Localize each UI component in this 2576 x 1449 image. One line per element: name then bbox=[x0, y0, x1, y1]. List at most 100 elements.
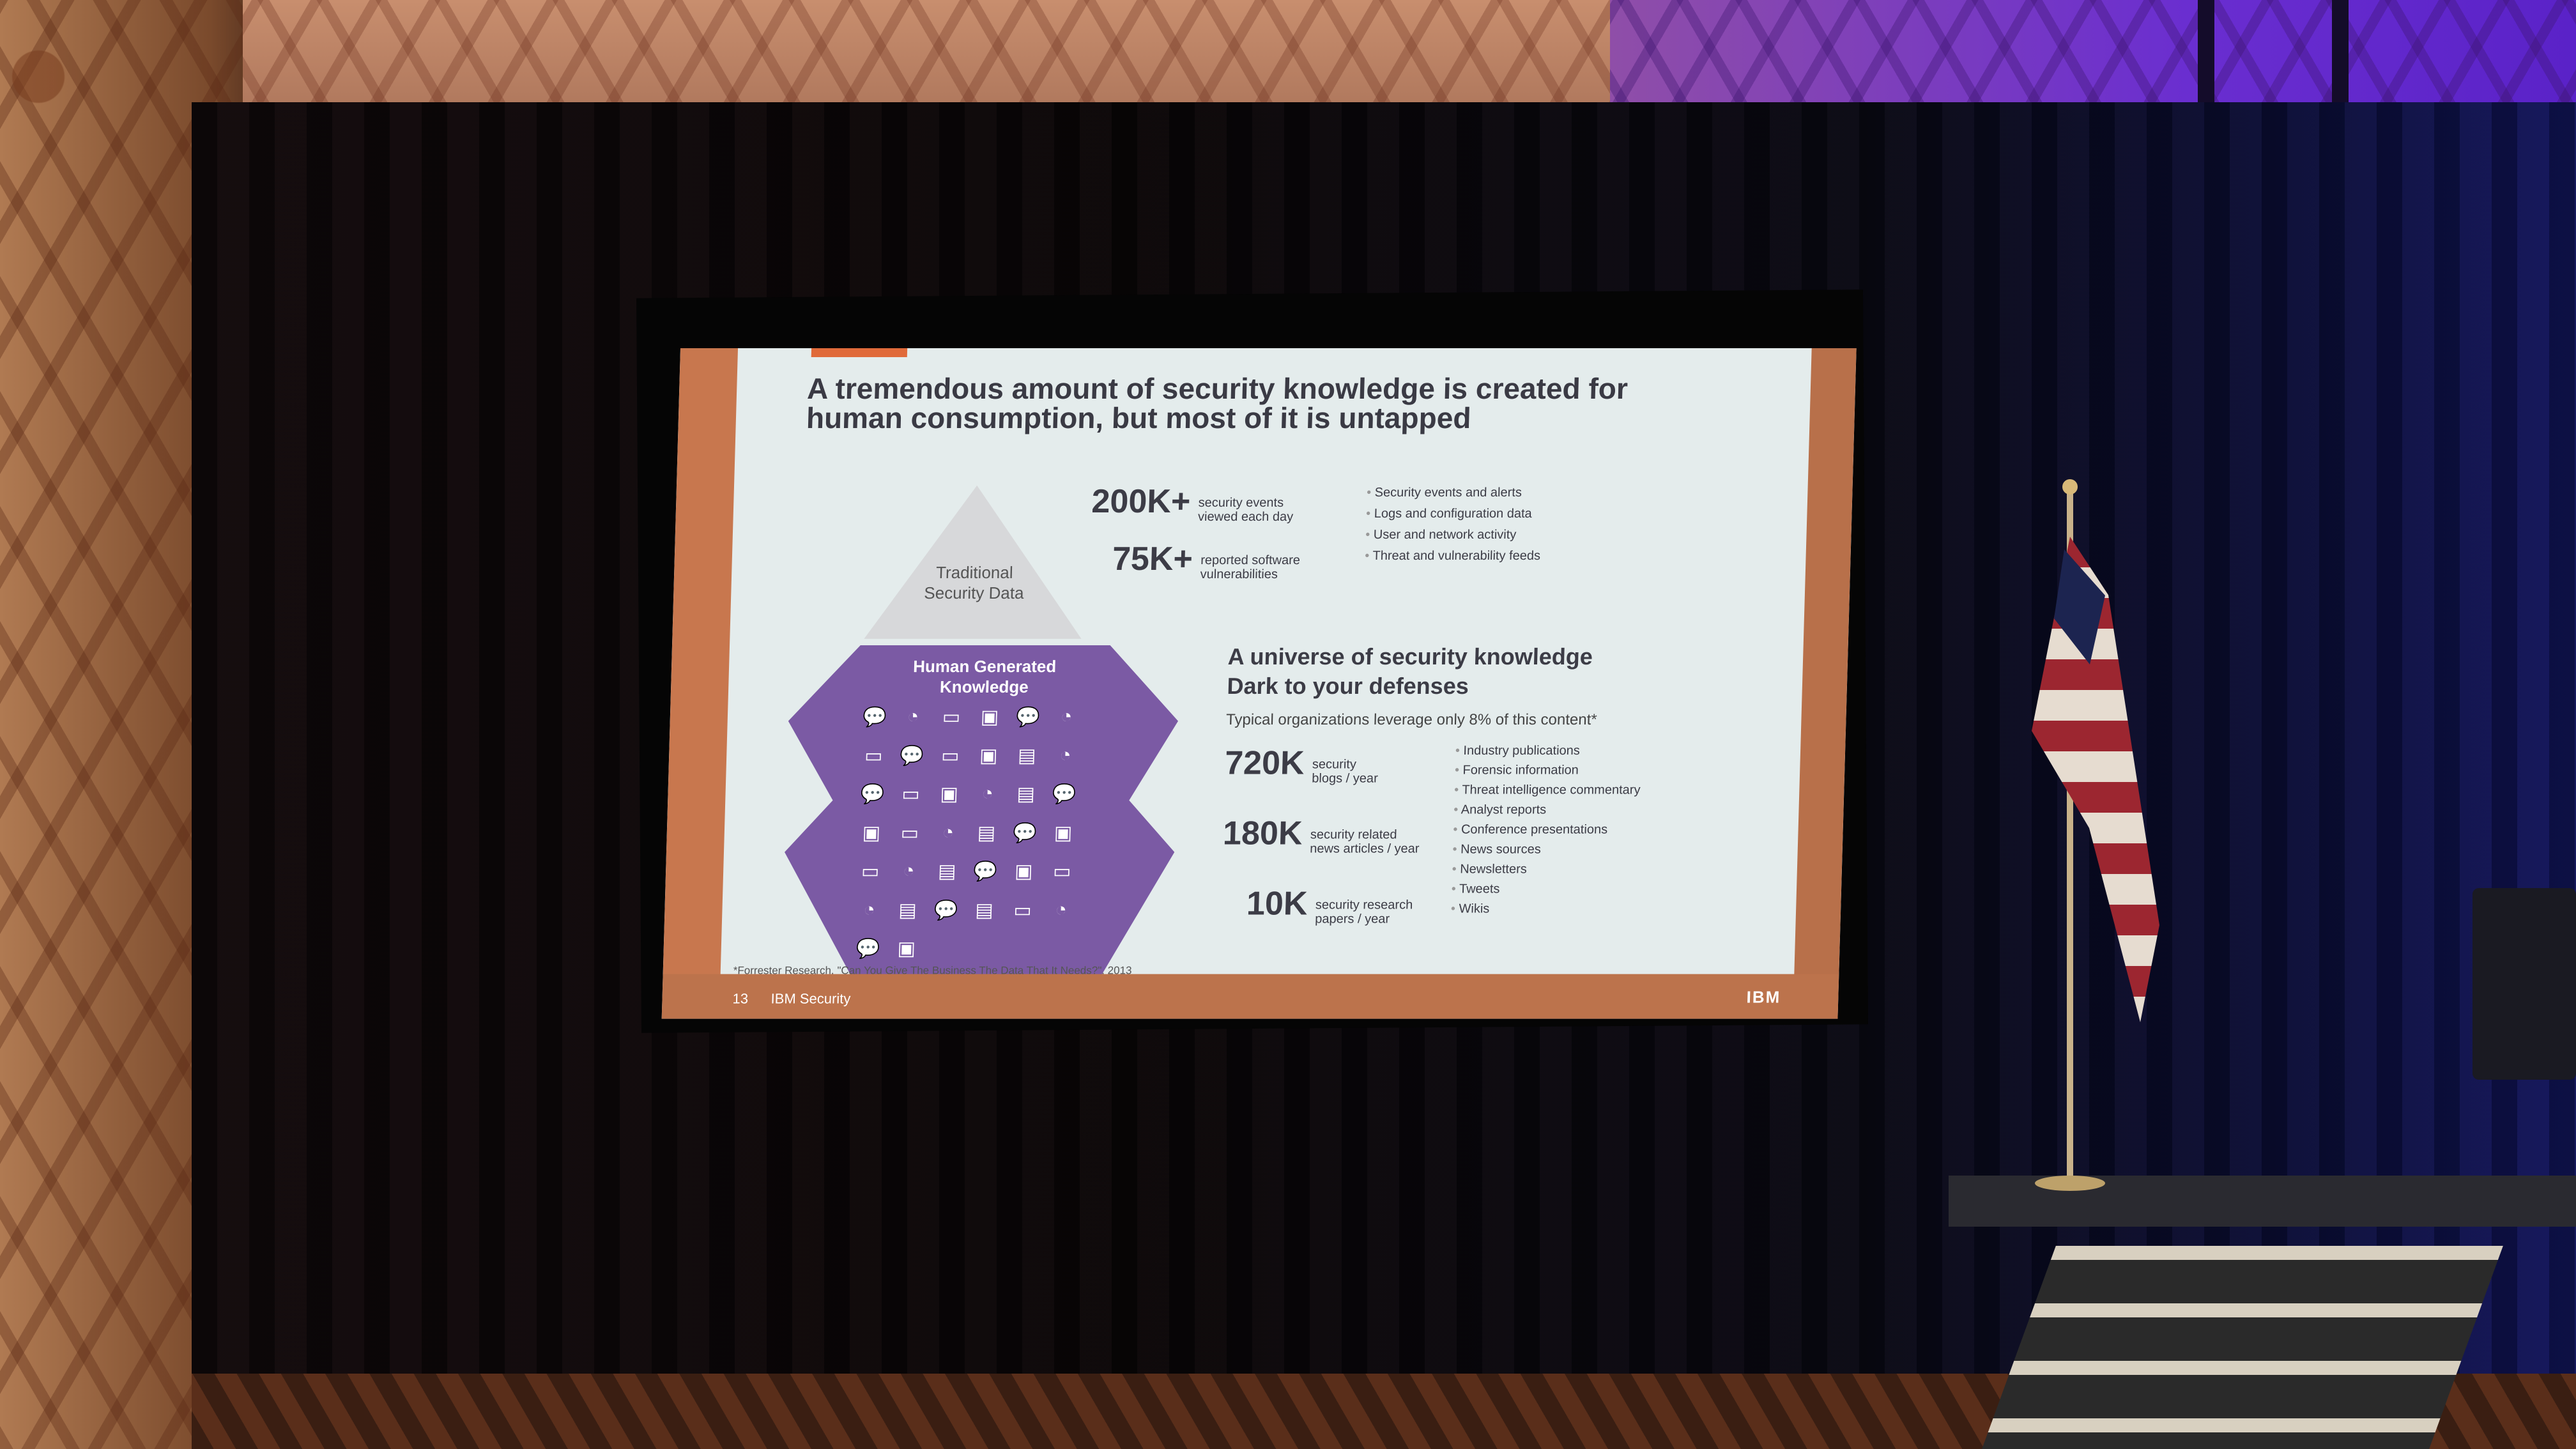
bullet-item: Security events and alerts bbox=[1367, 482, 1543, 503]
bullet-item: Tweets bbox=[1451, 880, 1637, 900]
stat-desc-line-1: security bbox=[1312, 757, 1357, 772]
stat-desc-line-1: security events bbox=[1198, 495, 1284, 510]
flag-stand bbox=[2035, 1176, 2105, 1191]
brand-label: IBM Security bbox=[770, 990, 851, 1007]
subheading-line-2: Dark to your defenses bbox=[1227, 672, 1469, 699]
tip-label-line-2: Security Data bbox=[923, 583, 1024, 602]
base-label-line-2: Knowledge bbox=[939, 677, 1029, 696]
slide-title: A tremendous amount of security knowledg… bbox=[806, 371, 1629, 434]
subheading-line-1: A universe of security knowledge bbox=[1227, 643, 1593, 670]
bullet-item: Industry publications bbox=[1455, 741, 1641, 761]
stat-vulnerabilities: 75K+ reported software vulnerabilities bbox=[1112, 540, 1316, 581]
stat-news-articles: 180K security related news articles / yea… bbox=[1222, 815, 1426, 856]
bullets-traditional: Security events and alerts Logs and conf… bbox=[1365, 482, 1542, 567]
stat-value: 200K+ bbox=[1091, 482, 1192, 520]
folder-icon: ▭ bbox=[861, 861, 880, 882]
page-number: 13 bbox=[732, 990, 749, 1007]
pie-chart-icon: ◔ bbox=[942, 822, 954, 843]
stat-desc-line-1: security related bbox=[1310, 827, 1397, 842]
stat-desc: security blogs / year bbox=[1312, 758, 1427, 786]
image-icon: ▣ bbox=[1054, 822, 1073, 844]
image-icon: ▣ bbox=[940, 783, 959, 805]
stat-desc: security events viewed each day bbox=[1198, 496, 1314, 524]
bullet-item: Conference presentations bbox=[1453, 820, 1639, 840]
tip-label-line-1: Traditional bbox=[935, 562, 1014, 582]
chat-icon: 💬 bbox=[1015, 706, 1041, 728]
stat-value: 75K+ bbox=[1112, 540, 1193, 578]
chair bbox=[2472, 888, 2576, 1080]
iceberg-tip-label: Traditional Security Data bbox=[891, 562, 1058, 603]
document-icon: ▤ bbox=[1017, 745, 1037, 767]
knowledge-icons: 💬 ◔ ▭ ▣ 💬 ◔ ▭ 💬 ▭ ▣ ▤ ◔ 💬 ▭ ▣ ◔ ▤ 💬 ▣ ▭ ◔ ▤ 💬 ▣ ▭ ◔ ▤ 💬 ▣ ▭ ◔ ▤ 💬 ▤ ▭ ◔… bbox=[855, 706, 1112, 968]
chat-icon: 💬 bbox=[855, 939, 880, 960]
ibm-logo: IBM bbox=[1746, 987, 1781, 1007]
stat-blogs: 720K security blogs / year bbox=[1224, 744, 1428, 786]
chat-icon: 💬 bbox=[1012, 822, 1038, 844]
chat-icon: 💬 bbox=[862, 706, 887, 728]
bullet-item: Threat intelligence commentary bbox=[1454, 781, 1641, 801]
chat-icon: 💬 bbox=[860, 783, 885, 805]
flag-pole bbox=[2067, 486, 2073, 1188]
folder-icon: ▭ bbox=[1013, 900, 1032, 921]
chat-icon: 💬 bbox=[973, 861, 998, 882]
pie-chart-icon: ◔ bbox=[981, 783, 994, 804]
stat-desc: security related news articles / year bbox=[1310, 827, 1425, 855]
stat-desc: reported software vulnerabilities bbox=[1200, 553, 1315, 581]
iceberg-base-label: Human Generated Knowledge bbox=[891, 656, 1078, 697]
pie-chart-icon: ◔ bbox=[1059, 744, 1071, 766]
document-icon: ▤ bbox=[937, 861, 956, 882]
bullet-item: Threat and vulnerability feeds bbox=[1365, 546, 1541, 567]
stat-desc-line-1: security research bbox=[1315, 898, 1413, 912]
folder-icon: ▭ bbox=[940, 745, 960, 767]
stat-desc-line-2: papers / year bbox=[1314, 912, 1390, 926]
stat-value: 180K bbox=[1222, 815, 1303, 852]
image-icon: ▣ bbox=[980, 706, 999, 728]
stat-value: 10K bbox=[1246, 885, 1308, 923]
stat-desc: security research papers / year bbox=[1315, 898, 1430, 926]
stat-desc-line-2: blogs / year bbox=[1312, 771, 1379, 786]
pie-chart-icon: ◔ bbox=[1055, 899, 1068, 921]
pie-chart-icon: ◔ bbox=[1060, 705, 1073, 727]
image-icon: ▣ bbox=[1014, 861, 1033, 882]
pie-chart-icon: ◔ bbox=[863, 899, 876, 921]
bullet-item: User and network activity bbox=[1365, 525, 1542, 546]
stat-desc-line-2: viewed each day bbox=[1197, 509, 1294, 524]
bullet-item: Newsletters bbox=[1452, 860, 1638, 880]
caption: Typical organizations leverage only 8% o… bbox=[1225, 710, 1598, 728]
stat-value: 720K bbox=[1224, 744, 1305, 782]
folder-icon: ▭ bbox=[1052, 861, 1071, 882]
pie-chart-icon: ◔ bbox=[902, 860, 915, 882]
presentation-slide: A tremendous amount of security knowledg… bbox=[661, 348, 1857, 1019]
image-icon: ▣ bbox=[862, 822, 881, 844]
document-icon: ▤ bbox=[974, 900, 994, 921]
document-icon: ▤ bbox=[1016, 783, 1036, 805]
bullet-item: Logs and configuration data bbox=[1366, 503, 1542, 525]
folder-icon: ▭ bbox=[864, 745, 883, 767]
folder-icon: ▭ bbox=[901, 783, 921, 805]
stage-steps bbox=[1982, 1246, 2503, 1449]
bullet-item: News sources bbox=[1452, 840, 1639, 860]
chat-icon: 💬 bbox=[933, 900, 958, 921]
pie-chart-icon: ◔ bbox=[907, 705, 919, 727]
stat-desc-line-1: reported software bbox=[1200, 553, 1301, 567]
bullets-human-knowledge: Industry publications Forensic informati… bbox=[1451, 741, 1642, 919]
stat-desc-line-2: vulnerabilities bbox=[1200, 567, 1278, 581]
image-icon: ▣ bbox=[897, 939, 916, 960]
bullet-item: Analyst reports bbox=[1453, 801, 1640, 820]
base-label-line-1: Human Generated bbox=[912, 656, 1057, 676]
slide-footer: 13 IBM Security IBM bbox=[661, 974, 1839, 1019]
chat-icon: 💬 bbox=[900, 745, 924, 767]
folder-icon: ▭ bbox=[942, 706, 961, 728]
slide-accent bbox=[811, 348, 908, 357]
folder-icon: ▭ bbox=[900, 822, 919, 844]
chat-icon: 💬 bbox=[1052, 783, 1077, 805]
flag-pole-finial bbox=[2062, 479, 2078, 494]
document-icon: ▤ bbox=[898, 900, 917, 921]
image-icon: ▣ bbox=[979, 745, 999, 767]
stat-desc-line-2: news articles / year bbox=[1309, 841, 1420, 856]
stat-security-events: 200K+ security events viewed each day bbox=[1091, 482, 1314, 524]
bullet-item: Wikis bbox=[1451, 900, 1637, 919]
document-icon: ▤ bbox=[977, 822, 996, 844]
stat-research-papers: 10K security research papers / year bbox=[1246, 885, 1431, 926]
subheading: A universe of security knowledge Dark to… bbox=[1227, 642, 1593, 701]
